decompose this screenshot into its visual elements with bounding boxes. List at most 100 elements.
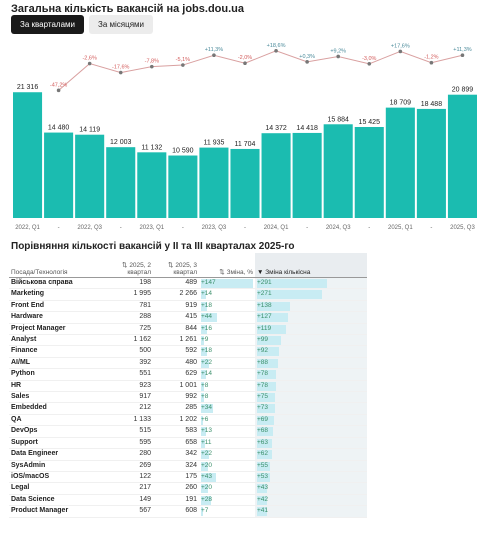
row-abs-change: +68: [255, 425, 367, 438]
change-label: -17,6%: [112, 65, 130, 71]
change-label: -3,0%: [362, 56, 376, 62]
row-pct-change: +18: [199, 300, 255, 313]
row-abs-change: +43: [255, 482, 367, 495]
pct-change-value: +18: [201, 347, 213, 355]
abs-change-bar: [257, 301, 291, 311]
vacancies-chart: -47,2% -2,6% -17,6% -7,8% -5,1% +11,3% -2,0% +1…: [13, 43, 477, 231]
table-row: iOS/macOS 122 175 +43 +53: [9, 471, 367, 484]
bar-value-label: 20 899: [452, 87, 474, 94]
x-tick-label: -: [368, 225, 370, 231]
sort-icon: ⇅: [168, 262, 176, 269]
x-tick-label: -: [182, 225, 184, 231]
pct-change-value: +16: [201, 324, 213, 332]
pct-change-bar: [201, 393, 204, 403]
row-name: DevOps: [9, 425, 107, 438]
row-q2: 567: [107, 505, 153, 518]
chart-bar: [447, 94, 477, 218]
abs-change-bar: [257, 290, 323, 300]
row-name: SysAdmin: [9, 460, 107, 472]
change-point: [56, 88, 61, 93]
table-row: Військова справа 198 489 +147 +291: [9, 277, 367, 290]
abs-change-bar: [257, 324, 286, 334]
table-row: Python 551 629 +14 +78: [9, 368, 367, 381]
table-row: Front End 781 919 +18 +138: [9, 300, 367, 313]
x-tick-label: 2025, Q1: [388, 225, 413, 231]
row-pct-change: +8: [199, 391, 255, 404]
abs-change-bar: [257, 279, 327, 288]
row-pct-change: +6: [199, 414, 255, 427]
pct-change-bar: [201, 404, 214, 414]
pct-change-bar: [201, 484, 209, 494]
row-abs-change: +127: [255, 311, 367, 324]
pct-change-bar: [201, 507, 204, 517]
col-header-q3[interactable]: ⇅ 2025, 3 квартал: [153, 253, 199, 278]
change-point: [336, 54, 341, 59]
row-abs-change: +88: [255, 357, 367, 370]
abs-change-bar: [257, 404, 275, 414]
row-name: Військова справа: [9, 277, 107, 290]
x-tick-label: 2022, Q3: [77, 225, 102, 231]
row-name: QA: [9, 414, 107, 427]
abs-change-value: +119: [257, 324, 272, 332]
pct-change-value: +9: [201, 336, 209, 344]
pct-change-bar: [201, 301, 208, 311]
row-name: Finance: [9, 345, 107, 358]
row-pct-change: +34: [199, 402, 255, 415]
col-header-q2[interactable]: ⇅ 2025, 2 квартал: [107, 253, 153, 278]
bar-value-label: 14 372: [265, 125, 287, 132]
x-tick-label: 2022, Q1: [15, 225, 40, 231]
col-header-pct[interactable]: ⇅ Зміна, %: [199, 253, 255, 278]
change-label: +17,6%: [391, 43, 410, 49]
change-label: +18,6%: [267, 43, 286, 49]
abs-change-value: +127: [257, 313, 272, 321]
row-pct-change: +14: [199, 288, 255, 301]
change-label: -2,0%: [238, 55, 252, 61]
row-q2: 122: [107, 471, 153, 484]
col-header-name[interactable]: Посада/Технологія: [9, 253, 107, 278]
period-tabs: За кварталами За місяцями: [11, 15, 153, 34]
pct-change-bar: [201, 370, 206, 380]
row-q3: 658: [153, 437, 199, 450]
row-q3: 191: [153, 494, 199, 507]
x-tick-label: -: [244, 225, 246, 231]
row-pct-change: +20: [199, 460, 255, 472]
pct-change-value: +18: [201, 301, 213, 309]
row-pct-change: +43: [199, 471, 255, 484]
pct-change-bar: [201, 313, 217, 323]
abs-change-value: +75: [257, 393, 269, 401]
row-q3: 1 001: [153, 380, 199, 393]
change-point: [274, 49, 278, 53]
col-header-abs[interactable]: ▼ Зміна кількісна: [255, 253, 367, 278]
change-label: -7,8%: [145, 59, 159, 65]
row-name: Product Manager: [9, 505, 107, 518]
row-q2: 1 995: [107, 288, 153, 301]
pct-change-bar: [201, 324, 207, 334]
abs-change-bar: [257, 472, 270, 482]
chart-bar: [13, 92, 43, 218]
pct-change-bar: [201, 336, 205, 346]
tab-quarters[interactable]: За кварталами: [11, 15, 84, 34]
row-abs-change: +41: [255, 505, 367, 518]
abs-change-value: +42: [257, 495, 269, 503]
chart-bar: [292, 132, 322, 218]
table-row: Finance 500 592 +18 +92: [9, 345, 367, 358]
abs-change-bar: [257, 370, 276, 380]
pct-change-value: +8: [201, 381, 209, 389]
bar-value-label: 11 935: [203, 140, 224, 147]
table-row: DevOps 515 583 +13 +68: [9, 425, 367, 438]
row-q3: 583: [153, 425, 199, 438]
row-name: iOS/macOS: [9, 471, 107, 484]
bar-value-label: 21 316: [17, 84, 39, 91]
comparison-table: Посада/Технологія ⇅ 2025, 2 квартал ⇅ 20…: [9, 253, 367, 518]
tab-months[interactable]: За місяцями: [89, 15, 153, 34]
x-tick-label: 2024, Q3: [326, 225, 351, 231]
row-name: Front End: [9, 300, 107, 313]
row-name: Project Manager: [9, 323, 107, 336]
abs-change-bar: [257, 438, 273, 448]
abs-change-value: +55: [257, 461, 269, 469]
abs-change-bar: [257, 484, 268, 494]
change-point: [118, 70, 123, 75]
row-abs-change: +63: [255, 437, 367, 450]
sort-icon: ⇅: [122, 262, 130, 269]
row-pct-change: +147: [199, 277, 255, 290]
